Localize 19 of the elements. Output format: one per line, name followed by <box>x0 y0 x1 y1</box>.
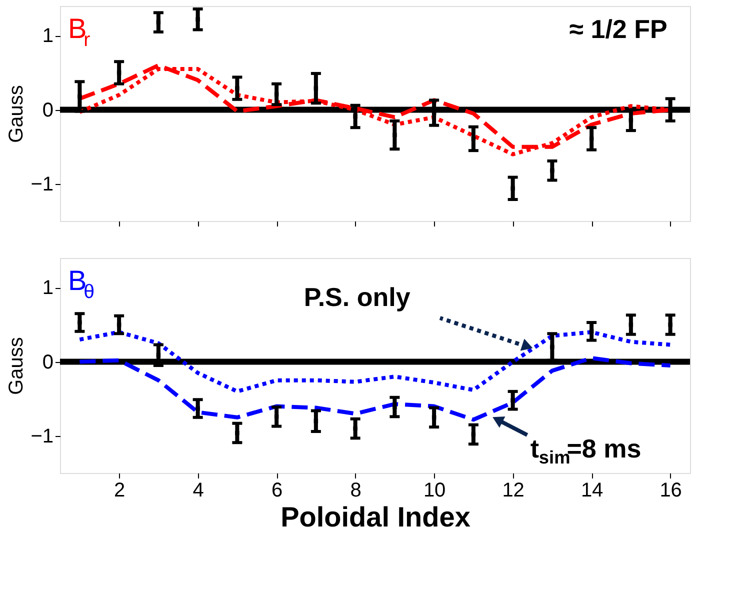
y-tick-label: −1 <box>30 173 54 196</box>
y-tick-label: 0 <box>42 99 54 122</box>
x-tick-label: 16 <box>660 480 682 502</box>
x-tick-label: 12 <box>502 480 524 502</box>
y-axis-title: Gauss <box>6 337 28 395</box>
y-axis-title: Gauss <box>6 85 28 143</box>
annotation: ≈ 1/2 FP <box>569 14 668 44</box>
y-tick-label: 0 <box>42 351 54 374</box>
y-tick-label: 1 <box>42 25 54 48</box>
x-tick-label: 14 <box>580 480 604 502</box>
y-tick-label: −1 <box>30 425 54 448</box>
x-tick-label: 8 <box>350 480 362 502</box>
y-tick-label: 1 <box>42 277 54 300</box>
x-axis-title: Poloidal Index <box>280 502 471 532</box>
annotation: P.S. only <box>304 282 411 312</box>
x-tick-label: 6 <box>272 480 283 502</box>
x-tick-label: 10 <box>423 480 446 502</box>
x-tick-label: 4 <box>192 480 204 502</box>
x-tick-label: 2 <box>114 480 126 502</box>
